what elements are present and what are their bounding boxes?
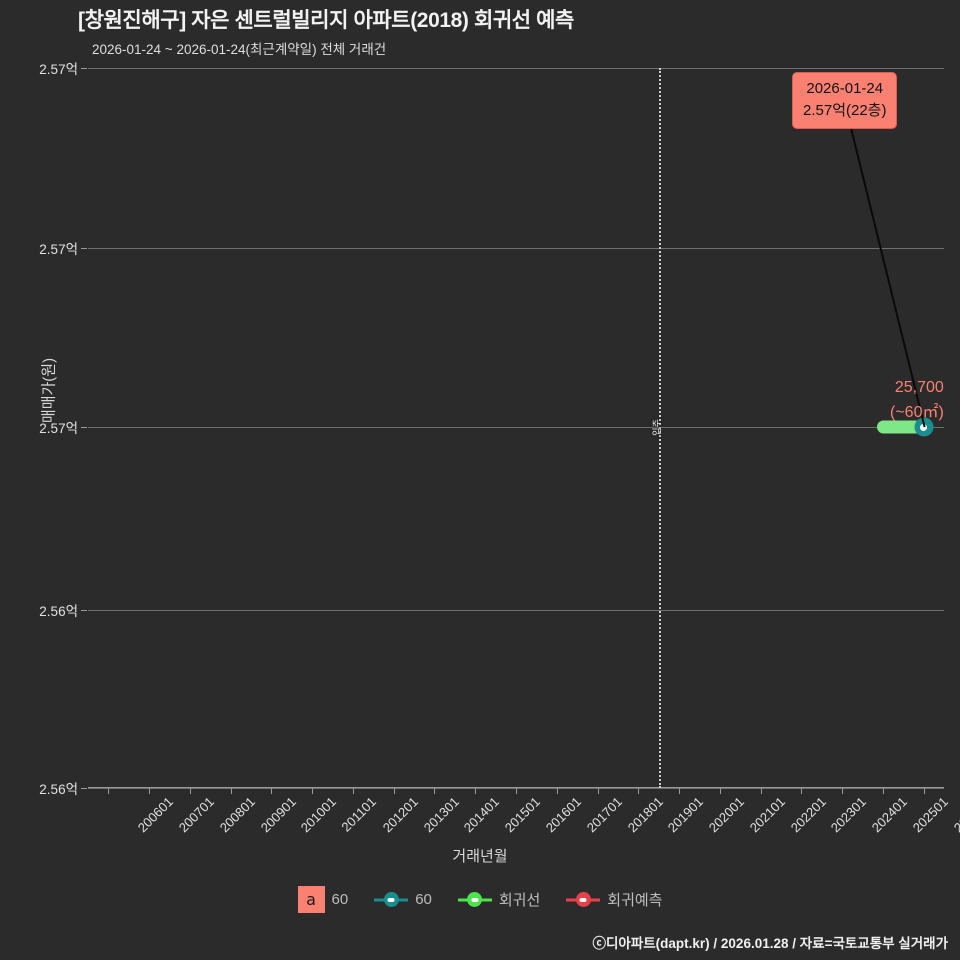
- legend-marker-dot: [383, 892, 399, 907]
- legend-marker-dot: [467, 892, 483, 907]
- x-tick-label: 201001: [298, 794, 340, 836]
- legend-marker-dot: [575, 892, 591, 907]
- legend-marker-icon: [374, 891, 409, 909]
- y-tick-mark: [81, 68, 87, 69]
- legend-marker-icon: [566, 891, 601, 909]
- y-tick-label: 2.57억: [39, 62, 78, 77]
- x-tick-mark: [882, 788, 884, 794]
- x-tick-mark: [719, 788, 721, 794]
- x-tick-label: 201301: [420, 794, 462, 836]
- legend-swatch-area: a: [297, 886, 325, 913]
- point-value-label: 25,700 (~60㎡): [890, 376, 944, 426]
- plot-area: 입주 2026-01-24 2.57억(22층) 25,700 (~60㎡): [81, 68, 944, 794]
- x-tick-label: 201701: [583, 794, 625, 836]
- x-tick-label: 202401: [868, 794, 911, 836]
- y-tick-mark: [81, 788, 87, 789]
- x-tick-label: 202501: [909, 794, 951, 836]
- x-tick-mark: [842, 788, 844, 794]
- x-tick-mark: [475, 788, 477, 794]
- x-tick-label: 202601: [950, 794, 960, 836]
- x-tick-label: 201901: [664, 794, 707, 836]
- y-axis-labels: 2.57억 2.57억 2.57억 2.56억 2.56억: [0, 62, 78, 797]
- x-tick-mark: [230, 788, 232, 794]
- footer-credit: ⓒ디아파트(dapt.kr) / 2026.01.28 / 자료=국토교통부 실…: [592, 936, 948, 951]
- x-tick-mark: [801, 788, 803, 794]
- x-tick-mark: [312, 788, 314, 794]
- page-title: [창원진해구] 자은 센트럴빌리지 아파트(2018) 회귀선 예측: [78, 9, 574, 32]
- x-tick-label: 202001: [705, 794, 748, 836]
- x-axis-labels: 200601 200701 200801 200901 201001 201101 2012…: [88, 0, 960, 960]
- y-tick-mark: [81, 427, 87, 428]
- x-tick-mark: [189, 788, 191, 794]
- point-price: 25,700: [894, 379, 944, 396]
- x-tick-label: 200701: [175, 794, 218, 836]
- x-tick-mark: [638, 788, 640, 794]
- legend-marker-icon: [457, 891, 492, 909]
- price-callout: 2026-01-24 2.57억(22층): [792, 72, 898, 129]
- x-tick-label: 201101: [338, 794, 380, 835]
- x-axis-line: [88, 787, 944, 788]
- legend-item[interactable]: 60: [374, 891, 432, 909]
- x-tick-mark: [923, 788, 925, 794]
- x-tick-label: 202301: [828, 794, 870, 836]
- y-tick-label: 2.57억: [39, 421, 78, 436]
- y-tick-label: 2.57억: [39, 242, 78, 257]
- y-axis-title: 매매가(원): [40, 357, 58, 424]
- y-gridline: [88, 68, 944, 69]
- x-tick-label: 202201: [787, 794, 829, 836]
- legend-label: 회귀선: [498, 892, 541, 909]
- move-in-vertical-line: [658, 68, 661, 788]
- callout-date: 2026-01-24: [806, 80, 884, 97]
- legend-label: 60: [331, 891, 349, 908]
- chart-subtitle: 2026-01-24 ~ 2026-01-24(최근계약일) 전체 거래건: [92, 42, 387, 57]
- x-tick-label: 202101: [746, 794, 788, 836]
- x-tick-mark: [516, 788, 517, 794]
- x-tick-label: 200801: [216, 794, 258, 836]
- x-tick-mark: [597, 788, 599, 794]
- x-tick-mark: [556, 788, 558, 794]
- y-gridline: [88, 248, 944, 249]
- legend-label: 회귀예측: [607, 892, 663, 909]
- x-tick-mark: [108, 788, 110, 794]
- x-tick-mark: [679, 788, 681, 794]
- y-tick-label: 2.56억: [39, 782, 78, 797]
- x-tick-label: 201601: [542, 794, 584, 836]
- chart-legend: a 60 60 회귀선 회귀예측: [0, 886, 960, 913]
- x-tick-label: 201401: [461, 794, 503, 836]
- regression-line: [876, 420, 922, 434]
- x-tick-label: 201501: [501, 794, 544, 836]
- x-axis-title: 거래년월: [452, 848, 508, 865]
- legend-label: 60: [415, 891, 432, 908]
- x-tick-mark: [434, 788, 436, 794]
- y-gridline: [88, 610, 944, 611]
- x-tick-label: 201801: [624, 794, 666, 836]
- x-tick-mark: [760, 788, 762, 794]
- x-tick-mark: [352, 788, 354, 794]
- callout-price: 2.57억(22층): [803, 101, 887, 119]
- x-tick-label: 201201: [379, 794, 421, 836]
- point-area: (~60㎡): [890, 403, 944, 421]
- x-tick-mark: [393, 788, 395, 794]
- legend-item[interactable]: a 60: [297, 886, 349, 913]
- x-tick-label: 200601: [135, 794, 177, 836]
- x-tick-mark: [149, 788, 151, 794]
- y-gridline: [88, 427, 944, 428]
- y-tick-mark: [81, 610, 87, 611]
- x-tick-label: 200901: [257, 794, 299, 836]
- legend-item[interactable]: 회귀선: [457, 889, 541, 910]
- legend-item[interactable]: 회귀예측: [566, 889, 662, 910]
- x-tick-mark: [271, 788, 273, 794]
- y-tick-label: 2.56억: [39, 604, 78, 619]
- y-tick-mark: [81, 248, 87, 249]
